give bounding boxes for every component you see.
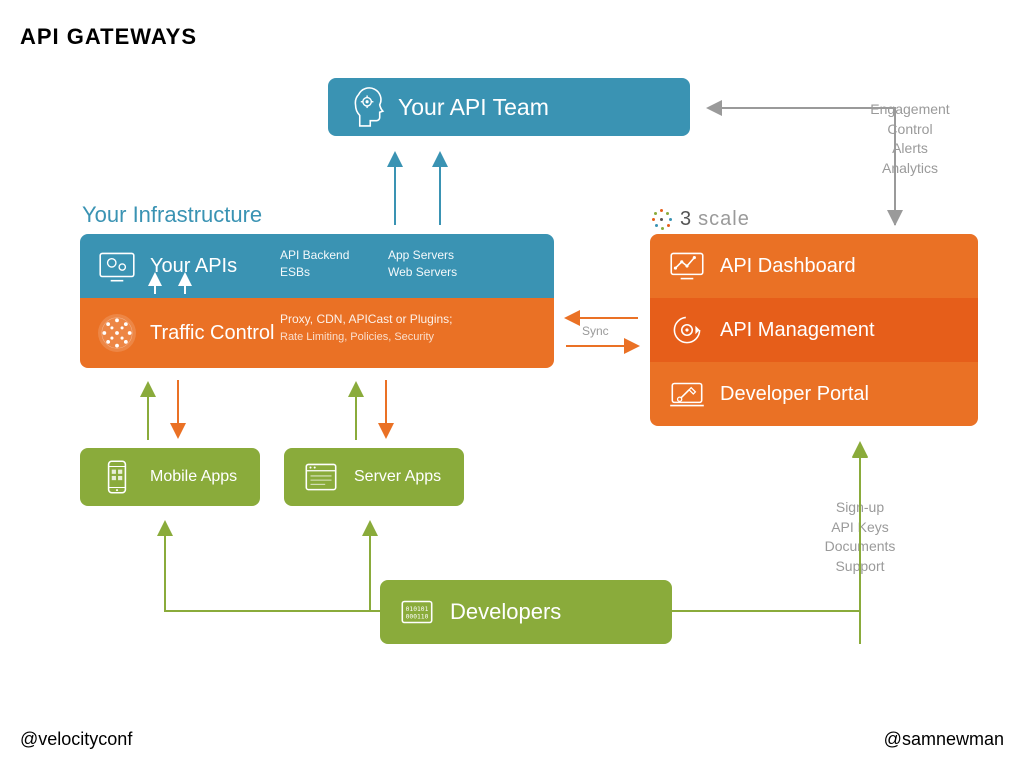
binary-card-icon: 010101000110 <box>396 591 438 633</box>
browser-icon <box>300 456 342 498</box>
svg-text:000110: 000110 <box>406 613 429 620</box>
developers-label: Developers <box>450 599 561 625</box>
tools-laptop-icon <box>666 373 708 415</box>
api-management-box: API Management <box>650 298 978 362</box>
server-apps-label: Server Apps <box>354 468 441 486</box>
head-gears-icon <box>344 86 386 128</box>
sync-label: Sync <box>582 324 609 338</box>
globe-dots-icon <box>96 312 138 354</box>
api-team-box: Your API Team <box>328 78 690 136</box>
svg-text:010101: 010101 <box>406 606 429 613</box>
dashboard-icon <box>666 245 708 287</box>
traffic-control-label: Traffic Control <box>150 322 274 345</box>
mobile-apps-box: Mobile Apps <box>80 448 260 506</box>
signup-annotation: Sign-up API Keys Documents Support <box>790 498 930 576</box>
developer-portal-box: Developer Portal <box>650 362 978 426</box>
engagement-annotation: Engagement Control Alerts Analytics <box>840 100 980 178</box>
traffic-subtext: Proxy, CDN, APICast or Plugins; Rate Lim… <box>280 311 453 345</box>
mobile-icon <box>96 456 138 498</box>
api-management-label: API Management <box>720 319 875 342</box>
gear-cycle-icon <box>666 309 708 351</box>
threescale-logo: 3scale <box>650 207 750 231</box>
threescale-dots-icon <box>650 207 674 231</box>
api-backend-label: API Backend ESBs <box>280 247 349 281</box>
developers-box: 010101000110 Developers <box>380 580 672 644</box>
footer-left: @velocityconf <box>20 729 132 750</box>
gears-monitor-icon <box>96 245 138 287</box>
mobile-apps-label: Mobile Apps <box>150 468 237 486</box>
your-apis-label: Your APIs <box>150 255 237 278</box>
footer-right: @samnewman <box>884 729 1004 750</box>
page-title: API GATEWAYS <box>20 24 197 50</box>
api-dashboard-box: API Dashboard <box>650 234 978 298</box>
api-team-label: Your API Team <box>398 94 549 121</box>
api-dashboard-label: API Dashboard <box>720 255 856 278</box>
infrastructure-heading: Your Infrastructure <box>82 202 262 228</box>
server-apps-box: Server Apps <box>284 448 464 506</box>
app-servers-label: App Servers Web Servers <box>388 247 457 281</box>
developer-portal-label: Developer Portal <box>720 383 869 406</box>
